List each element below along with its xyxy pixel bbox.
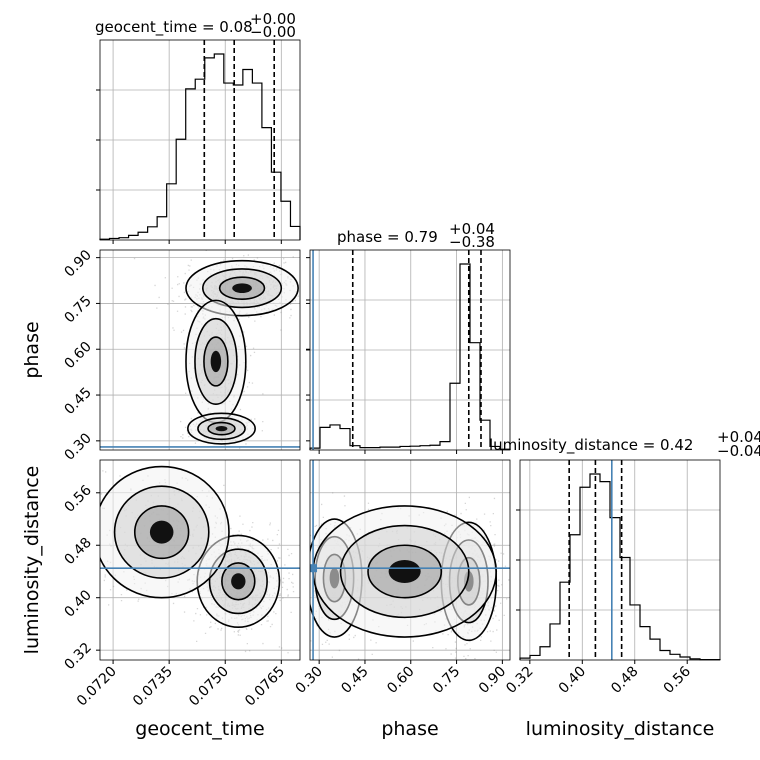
xtick-label-geocent-time: 0.0750 bbox=[186, 664, 232, 710]
xtick-label-phase: 0.45 bbox=[338, 664, 371, 697]
truth-marker bbox=[310, 564, 318, 573]
xtick-label-luminosity-distance: 0.48 bbox=[608, 664, 641, 697]
density-peak bbox=[149, 520, 174, 544]
ytick-label-phase: 0.45 bbox=[61, 385, 94, 418]
axes-frame bbox=[99, 249, 301, 451]
title-luminosity-distance: luminosity_distance = 0.42 bbox=[489, 436, 693, 455]
title-geocent-time-plus: +0.00 bbox=[250, 10, 296, 28]
xtick-label-luminosity-distance: 0.40 bbox=[556, 664, 589, 697]
density-peak bbox=[215, 425, 228, 432]
ytick-label-phase: 0.90 bbox=[61, 247, 94, 280]
title-luminosity-distance-plus: +0.04 bbox=[717, 428, 760, 446]
axes-frame bbox=[99, 459, 301, 661]
axes-frame bbox=[99, 39, 301, 241]
ylabel-luminosity-distance: luminosity_distance bbox=[21, 466, 43, 655]
xtick-label-geocent-time: 0.0720 bbox=[74, 664, 120, 710]
xtick-label-luminosity-distance: 0.56 bbox=[661, 663, 694, 696]
ytick-label-luminosity-distance: 0.48 bbox=[61, 535, 94, 568]
panel-geocent-time-vs-luminosity-distance bbox=[99, 459, 301, 661]
axes-frame bbox=[309, 459, 511, 661]
xlabel-geocent-time: geocent_time bbox=[135, 718, 264, 740]
axes-frame bbox=[519, 459, 721, 661]
histogram-geocent-time bbox=[99, 53, 301, 240]
ylabel-phase: phase bbox=[21, 321, 43, 378]
panel-content bbox=[100, 250, 300, 450]
panel-content bbox=[100, 460, 300, 660]
xlabel-luminosity-distance: luminosity_distance bbox=[526, 718, 715, 740]
ytick-label-phase: 0.75 bbox=[61, 293, 94, 326]
title-luminosity-distance-minus: −0.04 bbox=[717, 442, 760, 460]
ytick-label-phase: 0.30 bbox=[61, 430, 94, 463]
title-phase: phase = 0.79 bbox=[337, 228, 438, 246]
xtick-label-luminosity-distance: 0.32 bbox=[503, 664, 536, 697]
title-geocent-time: geocent_time = 0.08 bbox=[95, 18, 253, 37]
density-peak bbox=[210, 350, 222, 373]
title-phase-plus: +0.04 bbox=[449, 220, 495, 238]
histogram-luminosity-distance bbox=[519, 473, 721, 661]
ytick-label-phase: 0.60 bbox=[61, 339, 94, 372]
hist-panel-geocent-time bbox=[96, 39, 301, 241]
xtick-label-phase: 0.30 bbox=[293, 664, 326, 697]
panel-content bbox=[310, 460, 510, 660]
ytick-label-luminosity-distance: 0.56 bbox=[61, 482, 94, 515]
histogram-phase bbox=[309, 263, 511, 450]
density-peak bbox=[232, 283, 252, 293]
density-peak bbox=[388, 560, 421, 583]
title-phase-minus: −0.38 bbox=[449, 233, 495, 251]
xtick-label-geocent-time: 0.0735 bbox=[130, 664, 176, 710]
ytick-label-luminosity-distance: 0.40 bbox=[61, 587, 94, 620]
panel-phase-vs-luminosity-distance bbox=[309, 459, 511, 661]
xtick-label-phase: 0.90 bbox=[476, 664, 509, 697]
title-geocent-time-minus: −0.00 bbox=[250, 23, 296, 41]
density-peak bbox=[231, 573, 246, 590]
hist-panel-phase bbox=[306, 249, 511, 451]
xtick-label-phase: 0.75 bbox=[430, 664, 463, 697]
axes-frame bbox=[309, 249, 511, 451]
hist-panel-luminosity-distance bbox=[516, 459, 721, 661]
panel-geocent-time-vs-phase bbox=[99, 249, 301, 451]
xtick-label-geocent-time: 0.0765 bbox=[242, 664, 288, 710]
ytick-label-luminosity-distance: 0.32 bbox=[61, 640, 94, 673]
xtick-label-phase: 0.60 bbox=[384, 664, 417, 697]
xlabel-phase: phase bbox=[381, 718, 438, 740]
